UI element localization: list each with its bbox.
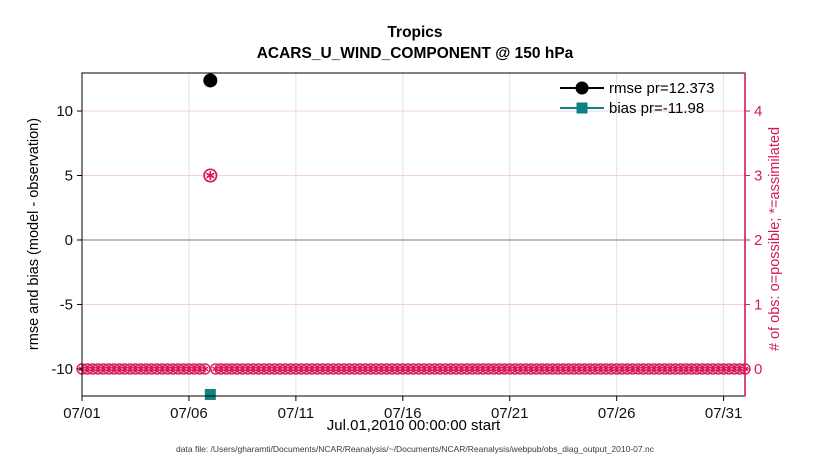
right-axis-label: # of obs: o=possible; *=assimilated [767,126,783,352]
legend-label-rmse: rmse pr=12.373 [609,79,715,97]
legend-item-bias: bias pr=-11.98 [558,98,714,118]
vertical-gridlines [81,73,725,396]
tick-label: 3 [754,168,762,185]
tick-label: -10 [51,361,73,378]
rmse-legend-marker [560,81,604,95]
chart-subtitle: ACARS_U_WIND_COMPONENT @ 150 hPa [256,45,574,62]
legend-item-rmse: rmse pr=12.373 [558,78,714,98]
legend-label-bias: bias pr=-11.98 [609,99,705,117]
legend: rmse pr=12.373 bias pr=-11.98 [558,78,714,118]
plot-box [81,72,746,397]
tick-label: 07/11 [278,405,314,422]
rmse-point [203,73,218,88]
tick-label: -5 [60,296,73,313]
tick-label: 07/16 [384,405,422,422]
tick-marks [77,110,750,401]
tick-label: 07/06 [170,405,208,422]
tick-label: 5 [65,168,73,185]
tick-label: 2 [754,232,762,249]
tick-label: 10 [56,103,73,120]
tick-label: 07/01 [63,405,101,422]
obs-count-point [203,168,218,183]
bias-point [204,388,216,400]
chart-title: Tropics [387,24,443,41]
x-axis-label: Jul.01,2010 00:00:00 start [326,417,501,434]
left-axis-label: rmse and bias (model - observation) [26,117,42,351]
tick-label: 0 [754,361,762,378]
chart-titles: Tropics ACARS_U_WIND_COMPONENT @ 150 hPa [0,22,830,64]
tick-label: 07/31 [705,405,743,422]
bias-legend-marker [560,102,604,114]
tick-label: 1 [754,296,762,313]
tick-label: 07/21 [491,405,529,422]
tick-label: 0 [65,232,73,249]
obs-count-band [76,363,751,375]
tick-label: 07/26 [598,405,636,422]
data-file-caption: data file: /Users/gharamti/Documents/NCA… [176,444,654,454]
tick-label: 4 [754,103,762,120]
